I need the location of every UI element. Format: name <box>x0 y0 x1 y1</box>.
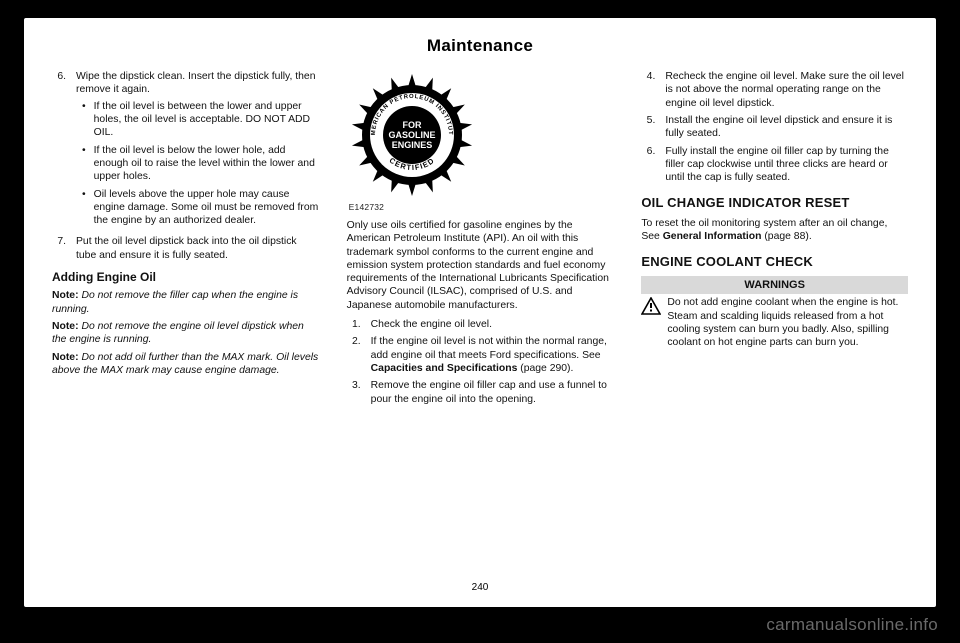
paragraph: To reset the oil monitoring system after… <box>641 217 908 244</box>
list-item: 3. Remove the engine oil filler cap and … <box>347 379 614 406</box>
note-label: Note: <box>52 290 79 301</box>
bullet-icon: • <box>82 144 86 184</box>
step-text: Install the engine oil level dipstick an… <box>665 115 892 139</box>
step-body: Put the oil level dipstick back into the… <box>76 235 319 262</box>
page-title: Maintenance <box>52 36 908 56</box>
note: Note: Do not remove the engine oil level… <box>52 320 319 347</box>
step-text: Wipe the dipstick clean. Insert the dips… <box>76 71 315 95</box>
bullet-item: •Oil levels above the upper hole may cau… <box>76 188 319 228</box>
subsection-heading: Adding Engine Oil <box>52 270 319 285</box>
warning-text: Do not add engine coolant when the engin… <box>667 296 908 349</box>
bullet-text: Oil levels above the upper hole may caus… <box>94 188 319 228</box>
step-text: Recheck the engine oil level. Make sure … <box>665 71 904 109</box>
step-body: Recheck the engine oil level. Make sure … <box>665 70 908 110</box>
steps-list: 1. Check the engine oil level. 2. If the… <box>347 318 614 406</box>
bullet-text: If the oil level is below the lower hole… <box>94 144 319 184</box>
note-text: Do not add oil further than the MAX mark… <box>52 352 318 376</box>
step-number: 2. <box>347 335 361 375</box>
step-text-post: (page 290). <box>517 363 573 374</box>
column-3: 4. Recheck the engine oil level. Make su… <box>641 70 908 578</box>
step-body: Remove the engine oil filler cap and use… <box>371 379 614 406</box>
step-body: Check the engine oil level. <box>371 318 614 331</box>
svg-text:ENGINES: ENGINES <box>391 140 432 150</box>
note-label: Note: <box>52 321 79 332</box>
step-text: Fully install the engine oil filler cap … <box>665 146 889 184</box>
xref: Capacities and Specifications <box>371 363 518 374</box>
bullet-item: •If the oil level is below the lower hol… <box>76 144 319 184</box>
note-label: Note: <box>52 352 79 363</box>
step-number: 3. <box>347 379 361 406</box>
list-item: 7. Put the oil level dipstick back into … <box>52 235 319 262</box>
step-number: 4. <box>641 70 655 110</box>
list-item: 4. Recheck the engine oil level. Make su… <box>641 70 908 110</box>
bullet-item: •If the oil level is between the lower a… <box>76 100 319 140</box>
paragraph: Only use oils certified for gasoline eng… <box>347 219 614 312</box>
para-post: (page 88). <box>761 231 811 242</box>
step-body: If the engine oil level is not within th… <box>371 335 614 375</box>
step-text: Check the engine oil level. <box>371 319 492 330</box>
step-body: Fully install the engine oil filler cap … <box>665 145 908 185</box>
step-number: 1. <box>347 318 361 331</box>
steps-list: 4. Recheck the engine oil level. Make su… <box>641 70 908 185</box>
step-number: 6. <box>641 145 655 185</box>
step-text-pre: If the engine oil level is not within th… <box>371 336 607 360</box>
manual-page: Maintenance 6. Wipe the dipstick clean. … <box>24 18 936 607</box>
steps-list: 6. Wipe the dipstick clean. Insert the d… <box>52 70 319 262</box>
step-text: Put the oil level dipstick back into the… <box>76 236 297 260</box>
api-starburst-icon: AMERICAN PETROLEUM INSTITUTE CERTIFIED F… <box>347 70 477 200</box>
bullet-icon: • <box>82 188 86 228</box>
note: Note: Do not add oil further than the MA… <box>52 351 319 378</box>
step-text: Remove the engine oil filler cap and use… <box>371 380 607 404</box>
note-text: Do not remove the engine oil level dipst… <box>52 321 304 345</box>
bullet-icon: • <box>82 100 86 140</box>
svg-text:GASOLINE: GASOLINE <box>388 130 435 140</box>
step-number: 6. <box>52 70 66 231</box>
step-number: 7. <box>52 235 66 262</box>
note-text: Do not remove the filler cap when the en… <box>52 290 298 314</box>
warnings-header: WARNINGS <box>641 276 908 294</box>
list-item: 6. Fully install the engine oil filler c… <box>641 145 908 185</box>
warning-row: Do not add engine coolant when the engin… <box>641 296 908 349</box>
step-body: Wipe the dipstick clean. Insert the dips… <box>76 70 319 231</box>
step-number: 5. <box>641 114 655 141</box>
note: Note: Do not remove the filler cap when … <box>52 289 319 316</box>
sub-bullets: •If the oil level is between the lower a… <box>76 100 319 228</box>
content-columns: 6. Wipe the dipstick clean. Insert the d… <box>52 70 908 578</box>
step-body: Install the engine oil level dipstick an… <box>665 114 908 141</box>
figure-caption: E142732 <box>349 202 614 213</box>
list-item: 1. Check the engine oil level. <box>347 318 614 331</box>
watermark: carmanualsonline.info <box>766 615 938 635</box>
column-2: AMERICAN PETROLEUM INSTITUTE CERTIFIED F… <box>347 70 614 578</box>
xref: General Information <box>663 231 762 242</box>
list-item: 5. Install the engine oil level dipstick… <box>641 114 908 141</box>
bullet-text: If the oil level is between the lower an… <box>94 100 319 140</box>
list-item: 6. Wipe the dipstick clean. Insert the d… <box>52 70 319 231</box>
column-1: 6. Wipe the dipstick clean. Insert the d… <box>52 70 319 578</box>
api-badge-figure: AMERICAN PETROLEUM INSTITUTE CERTIFIED F… <box>347 70 614 200</box>
warning-triangle-icon <box>641 297 661 319</box>
svg-text:FOR: FOR <box>402 120 421 130</box>
list-item: 2. If the engine oil level is not within… <box>347 335 614 375</box>
page-number: 240 <box>52 582 908 593</box>
section-heading: ENGINE COOLANT CHECK <box>641 254 908 271</box>
section-heading: OIL CHANGE INDICATOR RESET <box>641 195 908 212</box>
